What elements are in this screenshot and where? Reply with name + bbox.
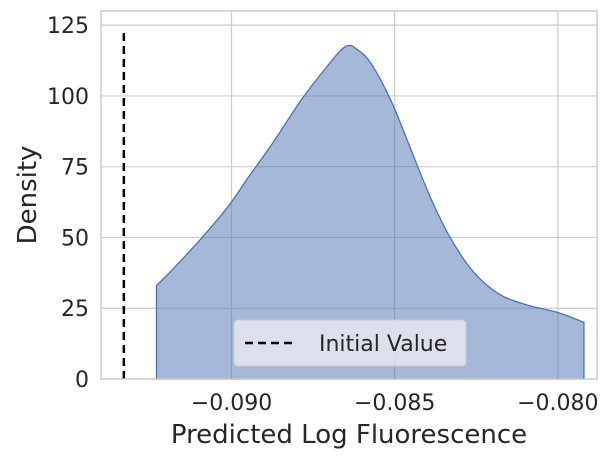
density-curve bbox=[155, 44, 585, 380]
x-tick-label: −0.080 bbox=[517, 391, 598, 416]
density-area bbox=[155, 44, 585, 380]
y-tick-label: 125 bbox=[47, 14, 89, 39]
y-tick-label: 100 bbox=[47, 85, 89, 110]
x-tick-label: −0.085 bbox=[354, 391, 435, 416]
legend-box bbox=[233, 319, 467, 367]
y-axis-label: Density bbox=[13, 146, 43, 245]
y-tick-label: 25 bbox=[61, 297, 89, 322]
y-axis-ticks: 0 25 50 75 100 125 bbox=[47, 14, 89, 393]
plot-frame bbox=[100, 10, 598, 380]
y-tick-label: 50 bbox=[61, 226, 89, 251]
legend: Initial Value bbox=[233, 319, 467, 367]
legend-entry-initial-value: Initial Value bbox=[319, 332, 447, 357]
y-tick-label: 0 bbox=[75, 368, 89, 393]
x-tick-label: −0.090 bbox=[191, 391, 272, 416]
x-axis-label: Predicted Log Fluorescence bbox=[171, 420, 527, 450]
x-axis-ticks: −0.090 −0.085 −0.080 bbox=[191, 391, 599, 416]
y-tick-label: 75 bbox=[61, 156, 89, 181]
